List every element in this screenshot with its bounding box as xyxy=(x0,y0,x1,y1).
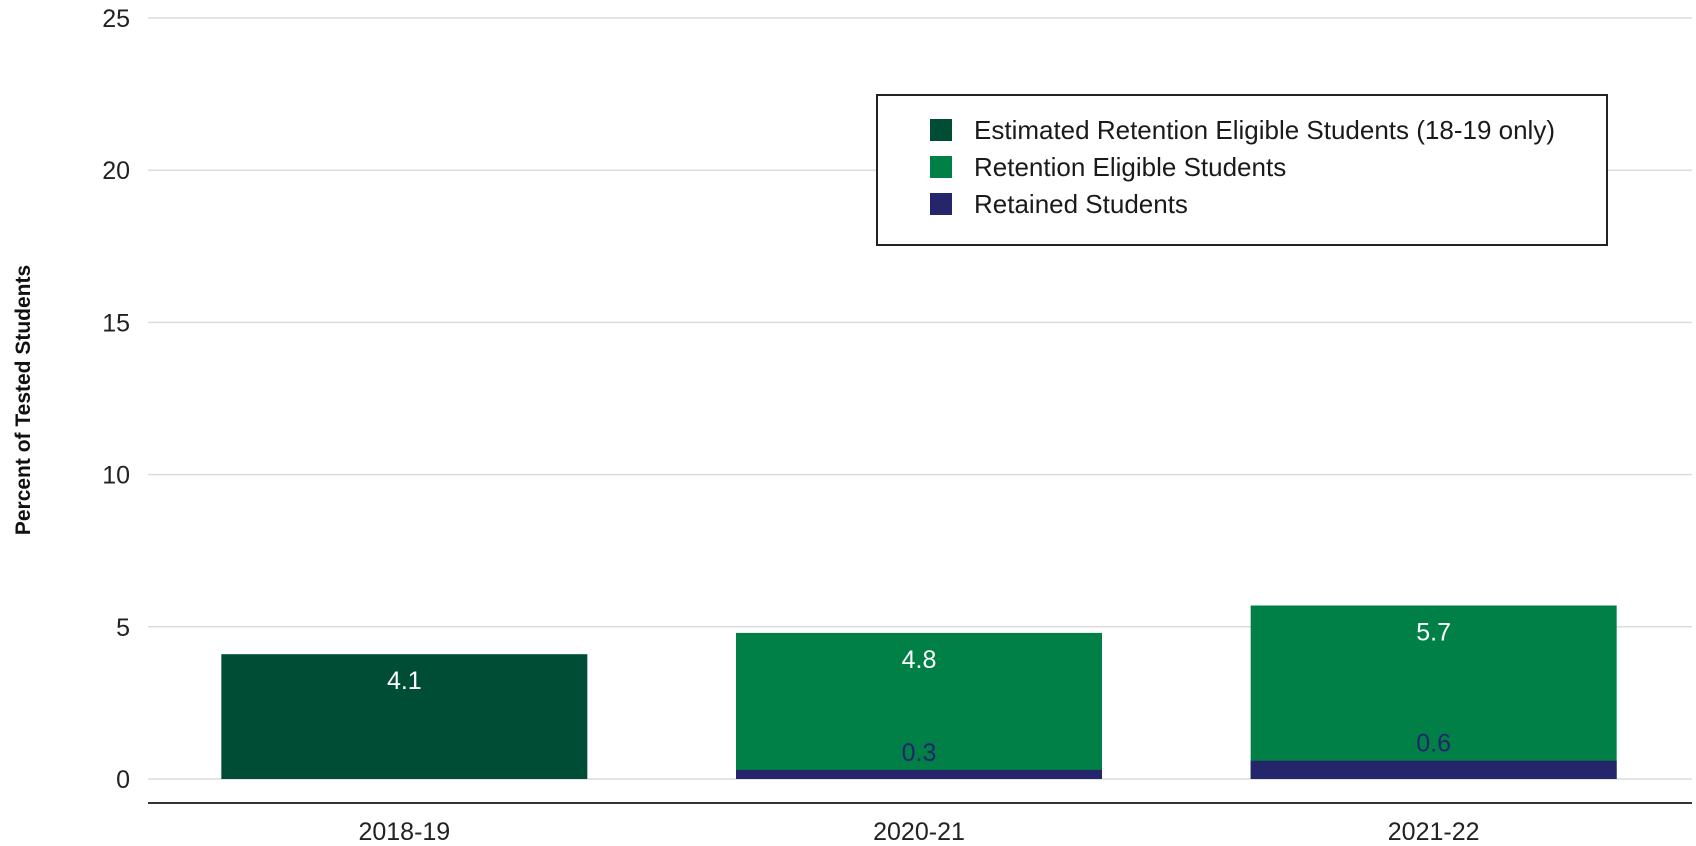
x-tick-label: 2021-22 xyxy=(1388,818,1480,846)
bar xyxy=(221,654,588,779)
data-label: 4.8 xyxy=(902,646,937,674)
y-tick-label: 20 xyxy=(102,157,130,185)
data-label: 5.7 xyxy=(1416,618,1451,646)
bar xyxy=(1250,760,1617,779)
y-tick-label: 5 xyxy=(116,614,130,642)
bar xyxy=(1250,605,1617,779)
legend: Estimated Retention Eligible Students (1… xyxy=(876,94,1608,246)
y-tick-label: 0 xyxy=(116,766,130,794)
legend-label: Retention Eligible Students xyxy=(974,152,1286,182)
legend-swatch xyxy=(930,156,952,178)
legend-box xyxy=(876,94,1608,246)
data-labels: 4.1 4.8 0.3 5.7 0.6 xyxy=(387,618,1451,766)
y-axis-label: Percent of Tested Students xyxy=(12,265,35,535)
y-tick-label: 15 xyxy=(102,309,130,337)
legend-swatch xyxy=(930,119,952,141)
x-tick-label: 2018-19 xyxy=(358,818,450,846)
x-axis-ticks: 2018-19 2020-21 2021-22 xyxy=(358,818,1479,846)
legend-swatch xyxy=(930,193,952,215)
legend-label: Retained Students xyxy=(974,189,1188,219)
y-tick-label: 10 xyxy=(102,462,130,490)
x-tick-label: 2020-21 xyxy=(873,818,965,846)
data-label: 4.1 xyxy=(387,667,422,695)
bars xyxy=(221,605,1617,779)
y-axis-ticks: 0 5 10 15 20 25 xyxy=(102,5,130,794)
bar xyxy=(736,769,1102,779)
data-label: 0.6 xyxy=(1416,730,1451,758)
legend-label: Estimated Retention Eligible Students (1… xyxy=(974,115,1555,145)
y-tick-label: 25 xyxy=(102,5,130,33)
data-label: 0.3 xyxy=(902,739,937,767)
bar xyxy=(736,632,1102,779)
